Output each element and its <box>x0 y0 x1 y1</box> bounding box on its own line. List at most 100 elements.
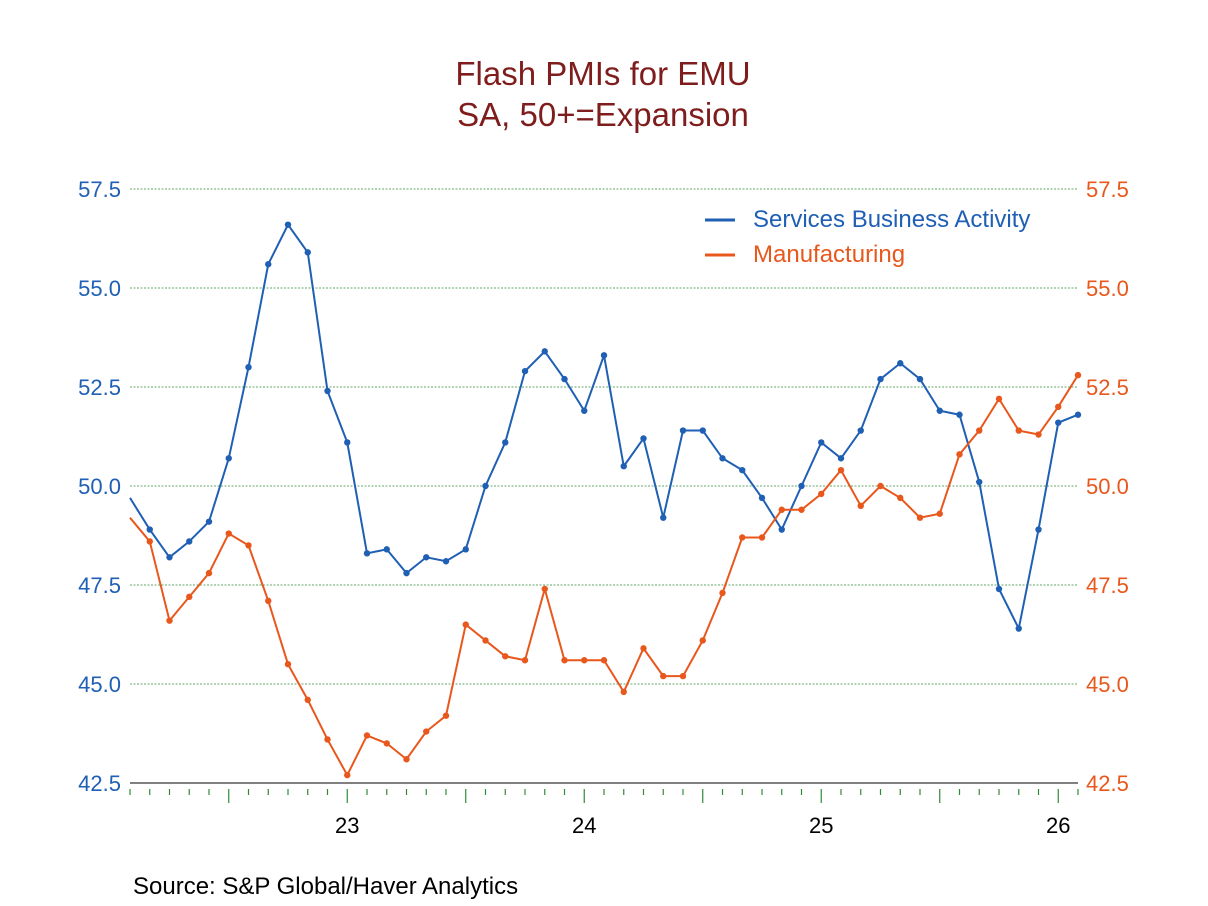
data-point <box>521 367 529 375</box>
data-point <box>581 407 588 414</box>
data-point <box>857 502 864 509</box>
data-point <box>798 482 805 490</box>
data-point <box>225 455 232 462</box>
data-point <box>739 466 746 474</box>
x-tick-labels: 23 24 25 26 <box>335 813 1070 838</box>
data-point <box>186 593 193 601</box>
data-point <box>205 569 213 577</box>
data-point <box>344 771 351 779</box>
data-point <box>640 435 647 442</box>
y-tick-label-left: 52.5 <box>78 375 121 400</box>
data-point <box>442 712 450 719</box>
data-point <box>1055 419 1062 426</box>
y-tick-label-right: 45.0 <box>1086 672 1129 697</box>
data-point <box>936 510 943 517</box>
data-point <box>897 494 904 502</box>
y-axis-left: 57.5 55.0 52.5 50.0 47.5 45.0 42.5 <box>78 177 121 796</box>
x-tick-label: 25 <box>809 813 833 838</box>
data-point <box>897 360 904 367</box>
data-point <box>739 534 746 541</box>
data-point <box>758 534 766 541</box>
data-point <box>758 494 766 502</box>
data-point <box>363 550 371 557</box>
y-tick-label-left: 47.5 <box>78 573 121 598</box>
data-point <box>936 407 943 414</box>
chart-title: Flash PMIs for EMU <box>455 55 750 92</box>
chart-subtitle: SA, 50+=Expansion <box>457 96 749 133</box>
y-tick-label-left: 45.0 <box>78 672 121 697</box>
data-point <box>1074 371 1082 379</box>
data-point <box>423 554 430 561</box>
data-point <box>166 554 173 561</box>
data-point <box>245 364 252 371</box>
data-point <box>956 411 963 418</box>
series-services <box>129 221 1082 632</box>
data-point <box>383 740 390 747</box>
source-note: Source: S&P Global/Haver Analytics <box>133 873 518 900</box>
y-tick-label-left: 50.0 <box>78 474 121 499</box>
data-point <box>679 672 687 680</box>
y-tick-label-right: 52.5 <box>1086 375 1129 400</box>
data-point <box>304 249 311 256</box>
x-tick-label: 24 <box>572 813 596 838</box>
data-point <box>916 514 924 521</box>
y-axis-right: 57.5 55.0 52.5 50.0 47.5 45.0 42.5 <box>1086 177 1129 796</box>
data-point <box>344 439 351 446</box>
data-point <box>837 455 845 462</box>
y-tick-label-right: 57.5 <box>1086 177 1129 202</box>
data-point <box>995 395 1003 403</box>
data-point <box>324 387 331 395</box>
data-point <box>719 589 726 597</box>
data-point <box>521 657 529 664</box>
data-point <box>976 427 983 434</box>
series-line <box>129 222 1079 632</box>
y-tick-label-left: 42.5 <box>78 771 121 796</box>
data-point <box>600 352 608 359</box>
data-point <box>1074 411 1082 418</box>
data-point <box>818 439 825 446</box>
data-point <box>205 518 213 525</box>
data-point <box>146 526 153 533</box>
legend-services-label: Services Business Activity <box>753 206 1030 233</box>
data-point <box>778 526 785 533</box>
data-point <box>482 482 489 490</box>
data-point <box>561 375 568 383</box>
y-tick-label-right: 55.0 <box>1086 276 1129 301</box>
y-tick-label-left: 57.5 <box>78 177 121 202</box>
data-point <box>186 538 193 545</box>
data-point <box>403 569 410 577</box>
data-point <box>541 585 548 593</box>
data-point <box>146 538 153 545</box>
legend: Services Business Activity Manufacturing <box>705 206 1030 268</box>
data-point <box>1015 427 1022 434</box>
series-line <box>129 374 1079 778</box>
y-tick-label-right: 50.0 <box>1086 474 1129 499</box>
data-point <box>423 728 430 735</box>
data-point <box>600 657 608 664</box>
data-point <box>1015 625 1022 632</box>
data-point <box>877 375 884 383</box>
x-tick-label: 23 <box>335 813 359 838</box>
data-point <box>462 546 469 553</box>
data-point <box>502 653 509 660</box>
x-axis <box>129 782 1079 803</box>
gridlines <box>130 188 1078 685</box>
data-point <box>699 637 706 644</box>
data-point <box>304 696 311 704</box>
data-point <box>916 375 924 383</box>
data-point <box>995 585 1003 593</box>
data-point <box>265 597 272 605</box>
data-point <box>976 478 983 486</box>
data-point <box>324 736 331 743</box>
data-point <box>778 506 785 513</box>
data-point <box>363 732 371 739</box>
data-point <box>383 546 390 553</box>
data-point <box>482 637 489 644</box>
data-point <box>1055 403 1062 410</box>
y-tick-label-right: 47.5 <box>1086 573 1129 598</box>
series-manufacturing <box>129 371 1082 779</box>
data-point <box>245 542 252 549</box>
legend-manufacturing-label: Manufacturing <box>753 241 905 268</box>
series-group <box>129 221 1082 779</box>
data-point <box>660 514 667 521</box>
